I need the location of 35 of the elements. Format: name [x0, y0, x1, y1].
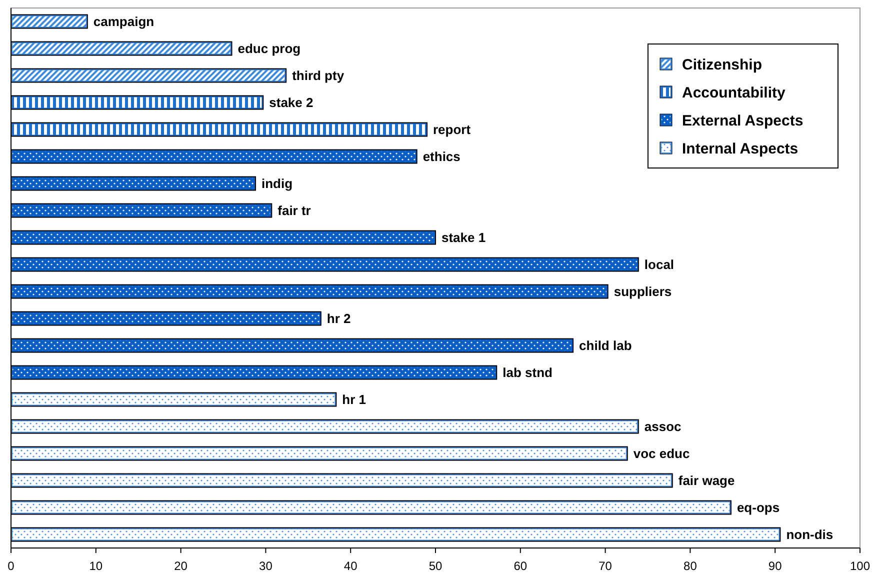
y-tick-label: fair tr: [278, 203, 311, 218]
x-tick-label: 100: [850, 559, 870, 573]
y-tick-label: suppliers: [614, 284, 672, 300]
x-tick-label: 70: [598, 559, 612, 573]
y-tick-label: report: [433, 122, 472, 138]
legend-label: Citizenship: [682, 56, 762, 74]
y-tick-label: eq-ops: [736, 500, 780, 516]
x-tick-label: 10: [89, 559, 103, 573]
y-tick-label: campaign: [93, 14, 154, 30]
y-tick-label: hr 1: [342, 392, 366, 408]
y-tick-label: indig: [262, 176, 293, 192]
y-tick-label: assoc: [644, 419, 682, 434]
legend-label: External Aspects: [682, 112, 804, 130]
x-tick-label: 20: [174, 559, 188, 573]
y-tick-label: local: [644, 257, 674, 272]
y-tick-label: voc educ: [633, 446, 690, 462]
y-tick-label: stake 2: [269, 95, 314, 110]
y-tick-label: educ prog: [238, 41, 301, 56]
legend-label: Internal Aspects: [682, 140, 798, 158]
x-tick-label: 80: [684, 559, 698, 573]
y-tick-label: non-dis: [786, 527, 834, 542]
legend-label: Accountability: [682, 84, 786, 102]
x-tick-label: 90: [768, 559, 782, 573]
y-tick-label: ethics: [422, 149, 460, 164]
y-tick-label: third pty: [292, 68, 345, 84]
x-tick-label: 40: [344, 559, 358, 573]
x-tick-label: 30: [259, 559, 273, 573]
y-tick-label: hr 2: [326, 311, 351, 326]
x-tick-label: 0: [8, 559, 15, 573]
y-tick-label: stake 1: [442, 230, 486, 246]
x-tick-label: 50: [428, 559, 442, 573]
y-tick-label: lab stnd: [502, 365, 553, 380]
y-tick-label: child lab: [579, 338, 632, 354]
x-tick-label: 60: [514, 559, 528, 573]
y-tick-label: fair wage: [678, 473, 735, 488]
